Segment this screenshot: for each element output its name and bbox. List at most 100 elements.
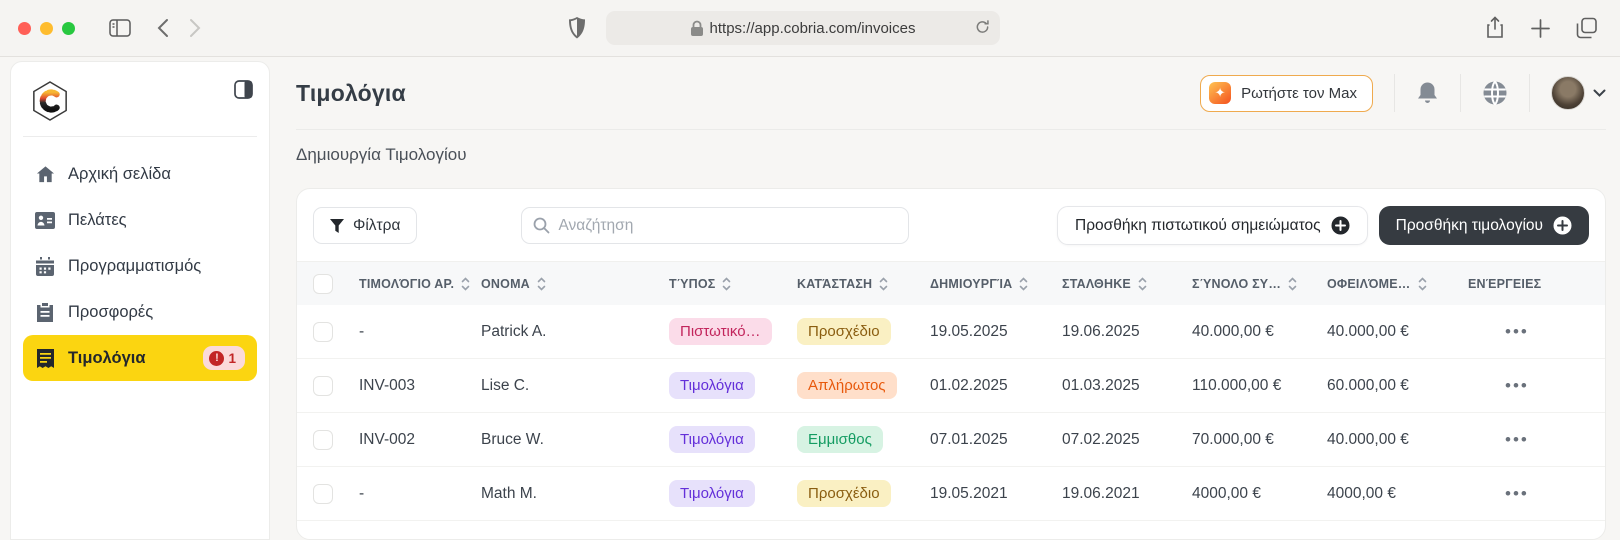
invoice-alert-badge: ! 1 [203, 346, 245, 370]
privacy-shield-icon[interactable] [568, 16, 586, 45]
sidebar-item-invoices[interactable]: Τιμολόγια ! 1 [23, 335, 257, 381]
col-type[interactable]: ΤΎΠΟΣ [669, 277, 797, 291]
sidebar-item-label: Αρχική σελίδα [68, 164, 171, 183]
select-all-checkbox[interactable] [313, 273, 333, 294]
col-created[interactable]: ΔΗΜΙΟΥΡΓΊΑ [930, 277, 1062, 291]
table-row: INV-002 Bruce W. Τιμολόγια Εμμισθος 07.0… [297, 413, 1605, 467]
row-checkbox[interactable] [313, 429, 333, 450]
cell-due: 40.000,00 € [1327, 430, 1409, 448]
bell-icon[interactable] [1416, 81, 1439, 105]
sort-icon[interactable] [1418, 276, 1427, 291]
col-actions: ΕΝΈΡΓΕΙΕΣ [1468, 276, 1542, 291]
cell-created: 01.02.2025 [930, 376, 1008, 394]
cell-total: 40.000,00 € [1192, 322, 1274, 340]
row-checkbox[interactable] [313, 483, 333, 504]
sidebar-item-clients[interactable]: Πελάτες [23, 197, 257, 243]
sort-icon[interactable] [537, 276, 546, 291]
new-tab-icon[interactable] [1531, 18, 1550, 38]
sort-icon[interactable] [1288, 276, 1297, 291]
ask-max-button[interactable]: ✦ Ρωτήστε τον Max [1200, 74, 1373, 112]
col-sent[interactable]: ΣΤΑΛΘΗΚΕ [1062, 277, 1192, 291]
sidebar-item-scheduling[interactable]: Προγραμματισμός [23, 243, 257, 289]
cell-total: 110.000,00 € [1192, 376, 1282, 394]
home-icon [35, 165, 55, 184]
type-badge: Πιστωτικό… [669, 318, 772, 345]
row-actions-button[interactable]: ••• [1505, 375, 1529, 395]
minimize-window-button[interactable] [40, 21, 53, 35]
cell-name: Bruce W. [481, 430, 544, 448]
user-menu[interactable] [1551, 76, 1606, 110]
cell-invoice-no: INV-002 [359, 430, 416, 448]
col-invoice-no[interactable]: ΤΙΜΟΛΌΓΙΟ ΑΡ. [359, 277, 481, 291]
sort-icon[interactable] [1019, 276, 1028, 291]
cell-invoice-no: INV-003 [359, 376, 416, 394]
table-header-row: ΤΙΜΟΛΌΓΙΟ ΑΡ. ΟΝΟΜΑ ΤΎΠΟΣ ΚΑΤΆΣΤΑΣΗ ΔΗΜΙ… [297, 262, 1605, 305]
lock-icon [690, 20, 703, 36]
col-total[interactable]: ΣΎΝΟΛΟ ΣΥ… [1192, 277, 1327, 291]
divider [1394, 74, 1395, 112]
globe-icon[interactable] [1482, 80, 1508, 106]
plus-circle-icon [1331, 216, 1350, 235]
row-actions-button[interactable]: ••• [1505, 321, 1529, 341]
sidebar-item-home[interactable]: Αρχική σελίδα [23, 151, 257, 197]
row-checkbox[interactable] [313, 321, 333, 342]
sort-icon[interactable] [1138, 276, 1147, 291]
row-actions-button[interactable]: ••• [1505, 483, 1529, 503]
close-window-button[interactable] [18, 21, 31, 35]
magnifier-icon [534, 217, 550, 234]
add-invoice-label: Προσθήκη τιμολογίου [1395, 216, 1543, 234]
col-status[interactable]: ΚΑΤΆΣΤΑΣΗ [797, 277, 930, 291]
filters-button[interactable]: Φίλτρα [313, 207, 418, 244]
sidebar-nav: Αρχική σελίδα Πελάτες Προγραμματισμός Πρ… [23, 151, 257, 381]
status-badge: Προσχέδιο [797, 480, 891, 507]
search-box [521, 207, 910, 244]
divider [1529, 74, 1530, 112]
add-credit-note-button[interactable]: Προσθήκη πιστωτικού σημειώματος [1057, 206, 1368, 245]
type-badge: Τιμολόγια [669, 426, 755, 453]
alert-circle-icon: ! [209, 350, 225, 366]
sort-icon[interactable] [879, 276, 888, 291]
row-checkbox[interactable] [313, 375, 333, 396]
forward-icon[interactable] [189, 18, 201, 38]
sidebar-collapse-icon[interactable] [234, 80, 253, 99]
app-root: Αρχική σελίδα Πελάτες Προγραμματισμός Πρ… [0, 57, 1620, 540]
back-icon[interactable] [157, 18, 169, 38]
sort-icon[interactable] [461, 276, 470, 291]
divider [1460, 74, 1461, 112]
cell-sent: 07.02.2025 [1062, 430, 1140, 448]
zoom-window-button[interactable] [62, 21, 75, 35]
cell-sent: 19.06.2021 [1062, 484, 1140, 502]
divider [296, 129, 1606, 130]
sidebar-item-label: Προγραμματισμός [68, 256, 202, 275]
col-name[interactable]: ΟΝΟΜΑ [481, 277, 669, 291]
url-bar[interactable]: https://app.cobria.com/invoices [606, 11, 1000, 45]
sidebar-item-offers[interactable]: Προσφορές [23, 289, 257, 335]
cell-created: 19.05.2021 [930, 484, 1008, 502]
invoices-card: Φίλτρα Προσθήκη πιστωτικού σημειώματος Π… [296, 188, 1606, 540]
cell-due: 40.000,00 € [1327, 322, 1409, 340]
col-due[interactable]: ΟΦΕΙΛΌΜΕ… [1327, 277, 1463, 291]
add-invoice-button[interactable]: Προσθήκη τιμολογίου [1378, 206, 1589, 245]
id-card-icon [35, 211, 55, 229]
browser-sidebar-toggle-icon[interactable] [109, 19, 131, 37]
cell-invoice-no: - [359, 484, 365, 502]
invoice-icon [35, 348, 55, 368]
url-text: https://app.cobria.com/invoices [709, 19, 916, 37]
row-actions-button[interactable]: ••• [1505, 429, 1529, 449]
type-badge: Τιμολόγια [669, 480, 755, 507]
refresh-icon[interactable] [975, 19, 990, 35]
chevron-down-icon [1593, 89, 1606, 97]
cell-name: Lise C. [481, 376, 530, 394]
cell-due: 4000,00 € [1327, 484, 1396, 502]
funnel-icon [330, 218, 344, 233]
page-title: Τιμολόγια [296, 79, 406, 106]
sidebar-item-label: Τιμολόγια [68, 348, 146, 367]
share-icon[interactable] [1485, 16, 1505, 40]
tabs-overview-icon[interactable] [1576, 17, 1598, 39]
table-row: INV-003 Lise C. Τιμολόγια Απλήρωτος 01.0… [297, 359, 1605, 413]
create-invoice-link[interactable]: Δημιουργία Τιμολογίου [296, 145, 467, 164]
table-toolbar: Φίλτρα Προσθήκη πιστωτικού σημειώματος Π… [297, 189, 1605, 262]
table-row: - Patrick A. Πιστωτικό… Προσχέδιο 19.05.… [297, 305, 1605, 359]
search-input[interactable] [558, 216, 898, 235]
sort-icon[interactable] [722, 276, 731, 291]
